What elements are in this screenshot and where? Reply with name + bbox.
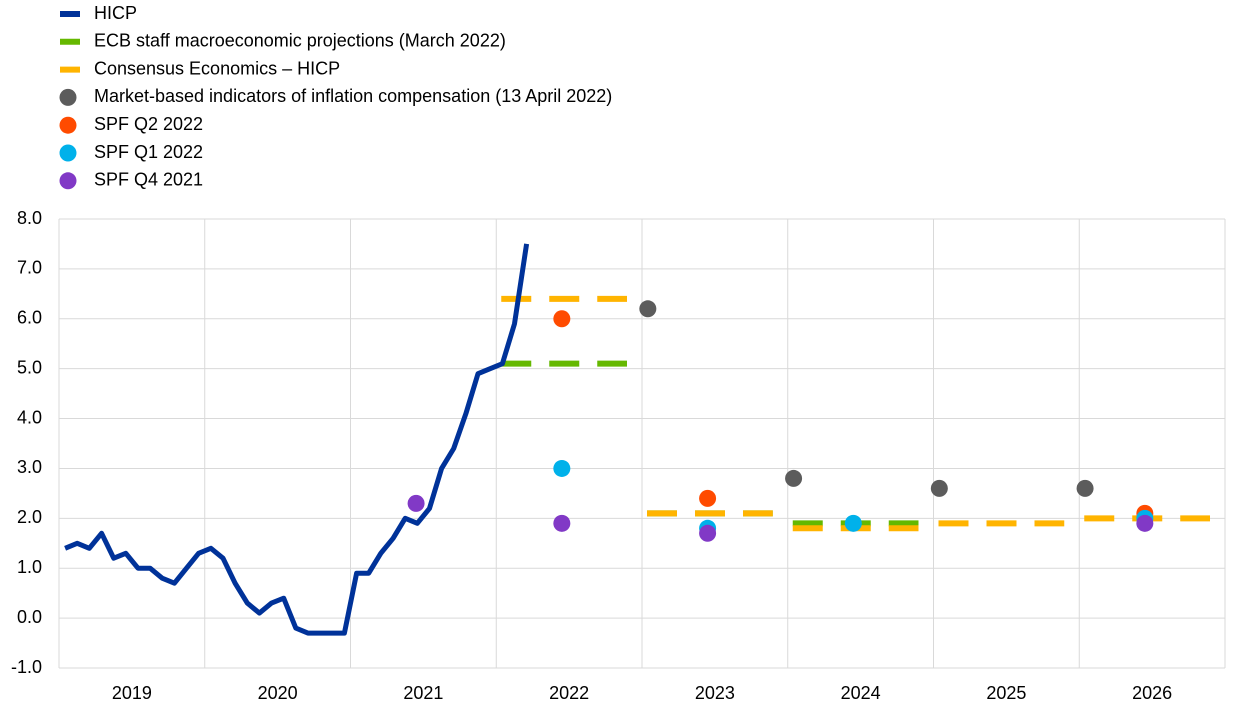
marker [930,479,948,497]
line [64,243,530,636]
y-tick-label: 1.0 [17,557,42,577]
legend-marker [59,88,77,106]
legend-marker [59,172,77,190]
x-tick-label: 2026 [1132,683,1172,703]
marker [1076,479,1094,497]
y-tick-label: 5.0 [17,357,42,377]
marker [699,524,717,542]
y-tick-label: 0.0 [17,607,42,627]
marker [785,469,803,487]
legend-label: SPF Q2 2022 [94,114,203,134]
x-tick-label: 2019 [112,683,152,703]
marker [553,459,571,477]
legend-label: ECB staff macroeconomic projections (Mar… [94,31,506,51]
y-tick-label: 2.0 [17,507,42,527]
marker [553,514,571,532]
legend-marker [59,144,77,162]
legend-label: Market-based indicators of inflation com… [94,86,612,106]
marker [553,310,571,328]
legend-label: SPF Q1 2022 [94,142,203,162]
legend-marker [59,116,77,134]
x-tick-label: 2022 [549,683,589,703]
x-tick-label: 2025 [986,683,1026,703]
x-tick-label: 2021 [403,683,443,703]
marker [407,494,425,512]
legend-label: Consensus Economics – HICP [94,58,340,78]
y-tick-label: 7.0 [17,258,42,278]
y-tick-label: 4.0 [17,407,42,427]
legend-label: HICP [94,3,137,23]
legend-label: SPF Q4 2021 [94,170,203,190]
x-tick-label: 2020 [258,683,298,703]
marker [699,489,717,507]
marker [639,300,657,318]
y-tick-label: 6.0 [17,308,42,328]
x-tick-label: 2023 [695,683,735,703]
y-tick-label: 3.0 [17,457,42,477]
marker [1136,514,1154,532]
marker [844,514,862,532]
y-tick-label: -1.0 [11,657,42,677]
x-tick-label: 2024 [841,683,881,703]
y-tick-label: 8.0 [17,208,42,228]
